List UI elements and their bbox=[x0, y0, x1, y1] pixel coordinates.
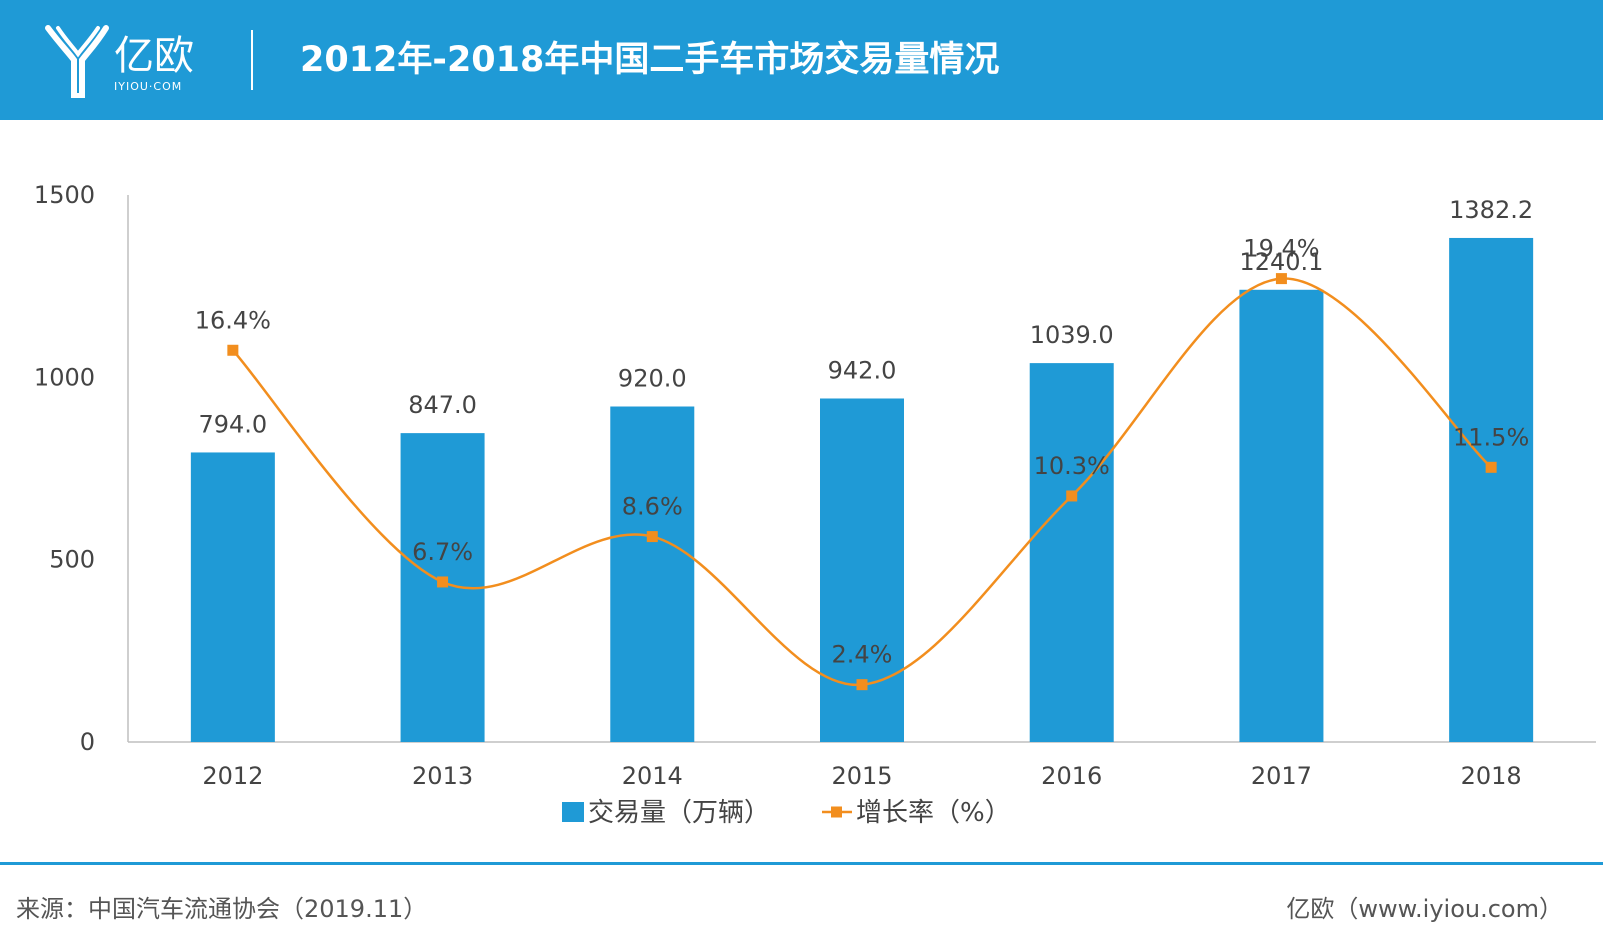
x-tick-label: 2018 bbox=[1461, 762, 1522, 790]
y-tick-label: 1500 bbox=[34, 181, 95, 209]
legend-line-marker bbox=[831, 806, 842, 818]
bar bbox=[1449, 237, 1534, 742]
bar-value-label: 942.0 bbox=[828, 356, 897, 384]
growth-rate-point bbox=[227, 344, 239, 356]
bar-value-label: 847.0 bbox=[408, 391, 477, 419]
bar bbox=[1239, 289, 1324, 742]
logo-text: 亿欧 bbox=[114, 33, 194, 79]
legend-line-label: 增长率（%） bbox=[856, 798, 1011, 828]
y-tick-label: 1000 bbox=[34, 363, 95, 391]
growth-rate-point bbox=[1275, 273, 1287, 285]
brand-logo: 亿欧 IYIOU·COM bbox=[44, 22, 224, 102]
bar-value-label: 1382.2 bbox=[1449, 196, 1533, 224]
chart: 0 500 1000 1500 794.0 847.0 920.0 942.0 1039.0 12… bbox=[34, 181, 1596, 828]
footer-rule bbox=[0, 862, 1603, 865]
header-banner: 亿欧 IYIOU·COM 2012年-2018年中国二手车市场交易量情况 bbox=[0, 0, 1603, 120]
growth-rate-point bbox=[646, 531, 658, 543]
growth-rate-label: 2.4% bbox=[832, 641, 893, 669]
bar bbox=[190, 452, 275, 742]
bar bbox=[820, 398, 904, 742]
x-tick-label: 2012 bbox=[202, 762, 263, 790]
legend-bar-label: 交易量（万辆） bbox=[588, 798, 770, 828]
growth-rate-point bbox=[1066, 490, 1078, 502]
brand-note: 亿欧（www.iyiou.com） bbox=[1286, 895, 1563, 923]
growth-rate-point bbox=[1485, 461, 1497, 473]
growth-rate-label: 6.7% bbox=[412, 538, 473, 566]
x-tick-label: 2014 bbox=[622, 762, 683, 790]
growth-rate-point bbox=[437, 576, 449, 588]
growth-rate-label: 10.3% bbox=[1034, 452, 1110, 480]
y-tick-label: 500 bbox=[49, 546, 95, 574]
bar-value-label: 794.0 bbox=[198, 410, 267, 438]
bar bbox=[610, 406, 695, 742]
x-tick-label: 2016 bbox=[1041, 762, 1102, 790]
bar-value-label: 1039.0 bbox=[1030, 321, 1114, 349]
bar-value-label: 1240.1 bbox=[1239, 248, 1323, 276]
y-tick-label: 0 bbox=[80, 728, 95, 756]
bar-value-label: 920.0 bbox=[618, 365, 687, 393]
logo-icon bbox=[45, 25, 109, 98]
x-tick-label: 2015 bbox=[831, 762, 892, 790]
page-title: 2012年-2018年中国二手车市场交易量情况 bbox=[300, 40, 1000, 80]
growth-rate-label: 19.4% bbox=[1243, 235, 1319, 263]
growth-rate-point bbox=[856, 679, 868, 691]
header-divider bbox=[251, 30, 253, 90]
legend-bar-swatch bbox=[562, 802, 584, 822]
x-tick-label: 2013 bbox=[412, 762, 473, 790]
x-tick-label: 2017 bbox=[1251, 762, 1312, 790]
source-note: 来源：中国汽车流通协会（2019.11） bbox=[16, 895, 428, 923]
growth-rate-label: 16.4% bbox=[195, 306, 271, 334]
growth-rate-label: 11.5% bbox=[1453, 423, 1529, 451]
logo-subtext: IYIOU·COM bbox=[114, 80, 183, 93]
growth-rate-label: 8.6% bbox=[622, 493, 683, 521]
bar bbox=[1029, 363, 1114, 742]
